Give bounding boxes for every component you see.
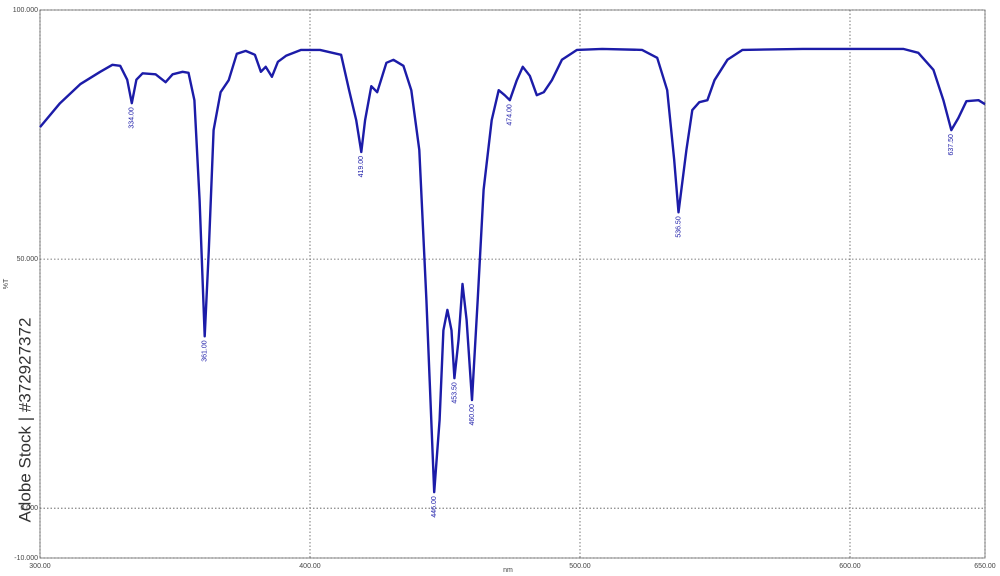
peak-label: 419.00	[358, 156, 365, 178]
x-tick-label: 400.00	[299, 563, 321, 570]
peak-label: 460.00	[469, 404, 476, 426]
watermark: Adobe Stock | #372927372	[15, 318, 34, 523]
y-tick-label: 0.000	[20, 505, 38, 512]
peak-label: 361.00	[202, 340, 209, 362]
y-tick-label: 50.000	[17, 256, 39, 263]
y-tick-label: -10.000	[14, 555, 38, 562]
y-axis-label: %T	[3, 278, 10, 289]
x-tick-label: 650.00	[974, 563, 996, 570]
peak-label: 446.00	[431, 496, 438, 518]
peak-label: 637.50	[948, 134, 955, 156]
peak-label: 453.50	[451, 382, 458, 404]
x-axis-label: nm	[503, 567, 513, 574]
spectrum-line	[39, 47, 986, 494]
peak-label: 536.50	[675, 216, 682, 238]
x-tick-label: 500.00	[569, 563, 591, 570]
peak-label: 334.00	[129, 107, 136, 129]
y-tick-label: 100.000	[13, 7, 38, 14]
x-tick-label: 600.00	[839, 563, 861, 570]
x-tick-label: 300.00	[29, 563, 51, 570]
peak-label: 474.00	[507, 104, 514, 126]
